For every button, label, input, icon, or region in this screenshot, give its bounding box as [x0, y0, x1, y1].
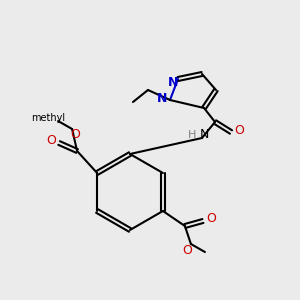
Text: O: O	[182, 244, 192, 256]
Text: N: N	[157, 92, 167, 104]
Text: N: N	[199, 128, 209, 142]
Text: H: H	[188, 130, 196, 140]
Text: methyl: methyl	[31, 113, 65, 123]
Text: N: N	[168, 76, 178, 88]
Text: O: O	[70, 128, 80, 142]
Text: O: O	[46, 134, 56, 148]
Text: O: O	[234, 124, 244, 137]
Text: O: O	[206, 212, 216, 226]
